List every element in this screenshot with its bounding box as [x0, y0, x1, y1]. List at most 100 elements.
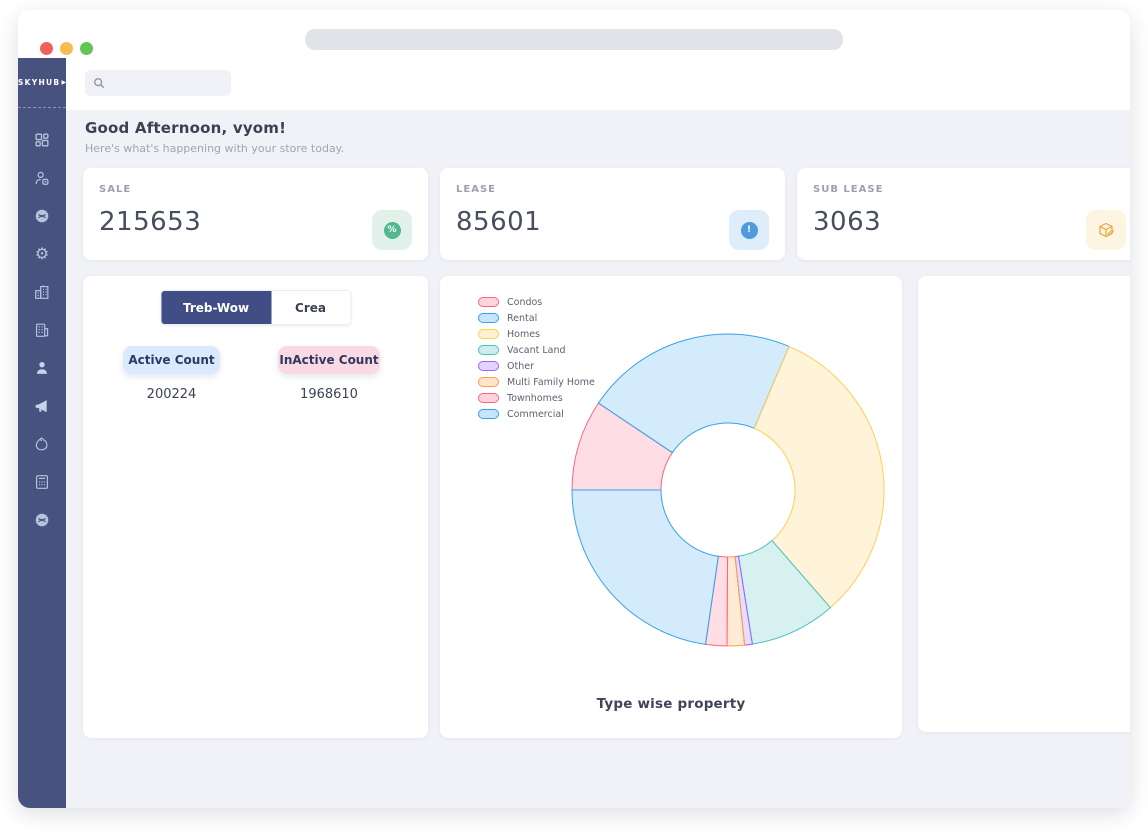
top-header: [66, 58, 1130, 110]
sidebar-item-web-alt[interactable]: [18, 501, 66, 539]
legend-swatch: [478, 345, 499, 355]
legend-item-vacant-land[interactable]: Vacant Land: [478, 342, 595, 358]
maximize-button[interactable]: [80, 42, 93, 55]
legend-item-rental[interactable]: Rental: [478, 310, 595, 326]
legend-item-homes[interactable]: Homes: [478, 326, 595, 342]
minimize-button[interactable]: [60, 42, 73, 55]
legend-label: Other: [507, 360, 534, 372]
greeting-title: Good Afternoon, vyom!: [85, 119, 287, 137]
greeting-subtitle: Here's what's happening with your store …: [85, 142, 345, 155]
legend-label: Townhomes: [507, 392, 563, 404]
sidebar-item-settings[interactable]: ⚙: [18, 235, 66, 273]
address-bar-placeholder: [305, 29, 843, 50]
type-wise-property-panel: Condos Rental Homes Vacant Land Other Mu…: [440, 276, 902, 738]
active-count-chip[interactable]: Active Count: [123, 346, 220, 374]
alert-seal-icon: !: [740, 221, 758, 239]
discount-seal-icon: %: [383, 221, 401, 239]
sidebar-item-calculator[interactable]: [18, 463, 66, 501]
close-button[interactable]: [40, 42, 53, 55]
search-box: [85, 70, 231, 96]
megaphone-icon: [35, 400, 47, 413]
donut-segment-homes[interactable]: [753, 345, 885, 609]
tab-crea[interactable]: Crea: [271, 291, 350, 324]
search-icon: [94, 78, 105, 89]
app-logo: SKYHUB ▶: [18, 58, 66, 108]
legend-swatch: [478, 409, 499, 419]
sidebar-item-bag[interactable]: [18, 425, 66, 463]
window-titlebar: [18, 10, 1130, 58]
legend-item-other[interactable]: Other: [478, 358, 595, 374]
stat-icon-box: [1086, 210, 1126, 250]
stat-value: 85601: [456, 207, 542, 237]
legend-label: Multi Family Home: [507, 376, 595, 388]
legend-item-condos[interactable]: Condos: [478, 294, 595, 310]
globe-alt-icon: [35, 513, 49, 527]
chart-legend: Condos Rental Homes Vacant Land Other Mu…: [478, 294, 595, 422]
legend-swatch: [478, 393, 499, 403]
stat-label: SUB LEASE: [813, 184, 884, 195]
sidebar-item-dashboard[interactable]: [18, 121, 66, 159]
inactive-count-value: 1968610: [300, 387, 358, 402]
legend-item-townhomes[interactable]: Townhomes: [478, 390, 595, 406]
legend-label: Condos: [507, 296, 543, 308]
stat-card-lease: LEASE 85601 !: [440, 168, 785, 260]
main-content: Good Afternoon, vyom! Here's what's happ…: [66, 110, 1130, 808]
calculator-icon: [36, 475, 48, 489]
gear-icon: ⚙: [34, 244, 50, 263]
active-count-value: 200224: [146, 387, 197, 402]
empty-side-panel: [918, 276, 1130, 732]
sidebar-item-city[interactable]: [18, 273, 66, 311]
stats-row: SALE 215653 % LEASE 85601 !: [83, 168, 1130, 260]
donut-segment-rental[interactable]: [597, 333, 790, 454]
package-icon: [1099, 222, 1115, 238]
legend-swatch: [478, 329, 499, 339]
stat-card-sale: SALE 215653 %: [83, 168, 428, 260]
seal-glyph: !: [746, 225, 752, 235]
search-input[interactable]: [111, 70, 227, 96]
bag-icon: [35, 437, 48, 451]
legend-swatch: [478, 297, 499, 307]
tab-treb-wow[interactable]: Treb-Wow: [161, 291, 271, 324]
donut-segment-commercial[interactable]: [571, 489, 719, 645]
stat-label: SALE: [99, 184, 132, 195]
traffic-lights: [40, 42, 93, 55]
sidebar-item-users[interactable]: [18, 159, 66, 197]
source-counts-panel: Treb-Wow Crea Active Count InActive Coun…: [83, 276, 428, 738]
legend-item-commercial[interactable]: Commercial: [478, 406, 595, 422]
user-badge-icon: [35, 171, 49, 185]
legend-swatch: [478, 361, 499, 371]
stat-value: 215653: [99, 207, 202, 237]
legend-label: Commercial: [507, 408, 564, 420]
seal-glyph: %: [387, 225, 397, 235]
source-tabs: Treb-Wow Crea: [160, 290, 351, 325]
stat-card-sub-lease: SUB LEASE 3063: [797, 168, 1130, 260]
sidebar-menu: ⚙: [18, 108, 66, 539]
stat-icon-box: %: [372, 210, 412, 250]
stat-value: 3063: [813, 207, 882, 237]
inactive-count-chip[interactable]: InActive Count: [278, 346, 380, 374]
donut-chart: [571, 333, 885, 647]
legend-item-multi-family-home[interactable]: Multi Family Home: [478, 374, 595, 390]
sidebar-item-web[interactable]: [18, 197, 66, 235]
legend-swatch: [478, 313, 499, 323]
office-building-icon: [36, 323, 49, 337]
greeting-block: Good Afternoon, vyom! Here's what's happ…: [85, 119, 344, 155]
stat-label: LEASE: [456, 184, 496, 195]
person-icon: [37, 361, 47, 374]
legend-label: Rental: [507, 312, 538, 324]
legend-swatch: [478, 377, 499, 387]
sidebar: SKYHUB ▶: [18, 58, 66, 808]
dashboard-icon: [35, 133, 49, 147]
sidebar-item-office[interactable]: [18, 311, 66, 349]
sidebar-item-profile[interactable]: [18, 349, 66, 387]
chart-title: Type wise property: [596, 696, 746, 712]
app-logo-text: SKYHUB: [18, 78, 61, 87]
city-buildings-icon: [35, 285, 49, 299]
legend-label: Vacant Land: [507, 344, 566, 356]
globe-icon: [35, 209, 49, 223]
app-logo-arrow: ▶: [61, 79, 67, 86]
stat-icon-box: !: [729, 210, 769, 250]
app-window: SKYHUB ▶: [18, 10, 1130, 808]
sidebar-item-announcements[interactable]: [18, 387, 66, 425]
